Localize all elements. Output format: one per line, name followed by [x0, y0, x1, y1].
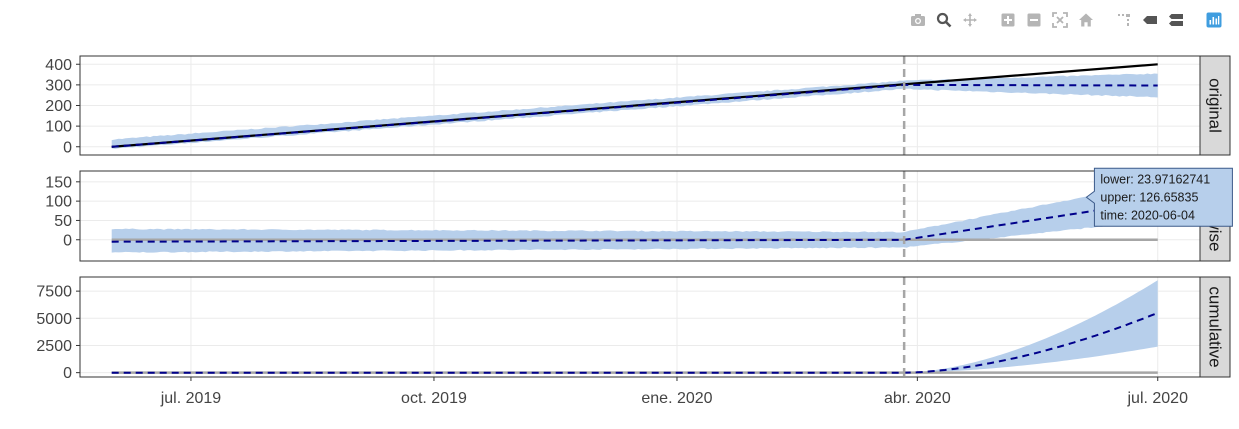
- x-tick-label: ene. 2020: [641, 390, 712, 407]
- y-tick-label: 200: [45, 98, 72, 115]
- y-tick-label: 100: [45, 194, 72, 211]
- plotly-logo-icon[interactable]: [1203, 9, 1225, 31]
- autoscale-icon[interactable]: [1049, 9, 1071, 31]
- y-tick-label: 0: [63, 365, 72, 382]
- x-tick-label: abr. 2020: [884, 390, 951, 407]
- y-tick-label: 400: [45, 57, 72, 74]
- panel-original: 0 100 200 300 400 original: [45, 55, 1231, 156]
- prediction-interval-band: [111, 73, 1158, 149]
- hover-compare-icon[interactable]: [1165, 9, 1187, 31]
- tooltip-box: [1085, 167, 1233, 227]
- tooltip-line: lower: 23.97162741: [1100, 172, 1210, 186]
- plot-area-cumulative: [111, 277, 1159, 377]
- reset-axes-icon[interactable]: [1075, 9, 1097, 31]
- prediction-interval-band: [111, 280, 1158, 373]
- pan-icon[interactable]: [959, 9, 981, 31]
- panel-pointwise: 050100150pointwise: [45, 170, 1231, 262]
- plot-area-pointwise: [111, 171, 1158, 261]
- y-tick-label: 7500: [36, 284, 72, 301]
- panel-cumulative: 0 2500 5000 7500 cumulative: [36, 276, 1231, 382]
- y-tick-label: 100: [45, 119, 72, 136]
- spike-lines-icon[interactable]: [1113, 9, 1135, 31]
- prediction-interval-band: [111, 182, 1158, 253]
- zoom-out-icon[interactable]: [1023, 9, 1045, 31]
- x-tick-label: oct. 2019: [401, 390, 467, 407]
- zoom-in-icon[interactable]: [997, 9, 1019, 31]
- hover-tooltip: lower: 23.97162741 upper: 126.65835 time: …: [1085, 167, 1233, 227]
- x-tick-label: jul. 2019: [160, 390, 222, 407]
- zoom-icon[interactable]: [933, 9, 955, 31]
- y-tick-label: 300: [45, 77, 72, 94]
- y-tick-label: 5000: [36, 311, 72, 328]
- facet-strip: [1199, 55, 1231, 156]
- tooltip-line: upper: 126.65835: [1100, 190, 1198, 204]
- plot-area-original: [111, 56, 1158, 155]
- y-tick-label: 50: [54, 213, 72, 230]
- y-tick-label: 150: [45, 174, 72, 191]
- y-tick-label: 2500: [36, 338, 72, 355]
- y-tick-label: 0: [63, 232, 72, 249]
- y-tick-label: 0: [63, 139, 72, 156]
- facet-strip-label: original: [1206, 78, 1225, 133]
- tooltip-line: time: 2020-06-04: [1100, 208, 1195, 222]
- modebar: [907, 8, 1225, 32]
- predicted-mean-line: [111, 311, 1159, 374]
- facet-strip-label: cumulative: [1206, 286, 1225, 367]
- camera-icon[interactable]: [907, 9, 929, 31]
- x-tick-label: jul. 2020: [1126, 390, 1188, 407]
- predicted-mean-line: [111, 83, 1158, 148]
- hover-closest-icon[interactable]: [1139, 9, 1161, 31]
- facet-strip: [1199, 276, 1231, 378]
